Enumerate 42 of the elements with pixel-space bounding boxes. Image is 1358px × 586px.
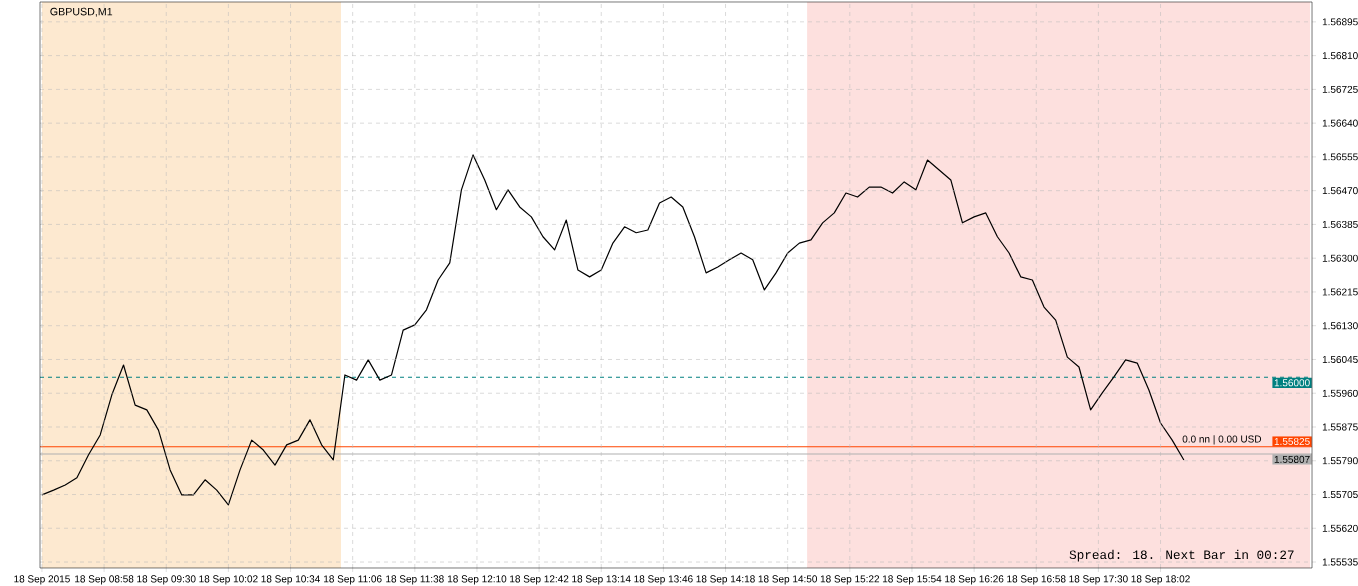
x-tick-label: 18 Sep 18:02 (1131, 575, 1190, 585)
annotation: Spread: 18. Next Bar in 00:27 (1069, 549, 1294, 562)
y-tick-label: 1.56300 (1322, 254, 1358, 262)
x-tick-label: 18 Sep 11:38 (386, 575, 444, 585)
chart-title: GBPUSD,M1 (50, 7, 113, 17)
y-tick-label: 1.56725 (1322, 85, 1358, 93)
x-tick-label: 18 Sep 13:46 (634, 575, 693, 585)
x-tick-label: 18 Sep 12:42 (510, 575, 569, 585)
y-tick-label: 1.56385 (1322, 220, 1358, 228)
y-tick-label: 1.55790 (1322, 457, 1358, 465)
y-tick-label: 1.55705 (1322, 490, 1358, 499)
x-tick-label: 18 Sep 17:30 (1069, 575, 1128, 585)
x-tick-label: 18 Sep 16:58 (1007, 575, 1066, 585)
y-tick-label: 1.56215 (1322, 288, 1358, 296)
x-tick-label: 18 Sep 12:10 (447, 575, 507, 585)
annotation: 0.0 nn | 0.00 USD (1182, 435, 1262, 445)
x-tick-label: 18 Sep 08:58 (75, 575, 134, 585)
y-tick-label: 1.56130 (1322, 322, 1358, 330)
y-tick-label: 1.56810 (1322, 52, 1358, 60)
y-tick-label: 1.55535 (1322, 558, 1358, 566)
x-tick-label: 18 Sep 15:22 (820, 575, 880, 585)
y-tick-label: 1.56045 (1322, 355, 1358, 364)
ref-line-label: 1.55825 (1274, 437, 1310, 445)
y-tick-label: 1.56640 (1322, 119, 1358, 127)
x-tick-label: 18 Sep 10:34 (261, 575, 320, 585)
x-tick-label: 18 Sep 09:30 (137, 575, 196, 585)
y-tick-label: 1.56555 (1322, 153, 1358, 161)
x-tick-label: 18 Sep 13:14 (572, 575, 631, 585)
ref-line-label: 1.56000 (1274, 379, 1310, 387)
ref-line-label: 1.55807 (1274, 455, 1310, 463)
x-tick-label: 18 Sep 10:02 (199, 575, 258, 585)
y-tick-label: 1.56895 (1322, 18, 1358, 26)
x-tick-label: 18 Sep 2015 (14, 575, 70, 585)
y-tick-label: 1.55960 (1322, 389, 1358, 397)
x-tick-label: 18 Sep 14:18 (696, 575, 755, 585)
y-tick-label: 1.55875 (1322, 423, 1358, 431)
x-tick-label: 18 Sep 11:06 (324, 575, 382, 585)
y-tick-label: 1.56470 (1322, 187, 1358, 195)
y-tick-label: 1.55620 (1322, 524, 1358, 532)
x-tick-label: 18 Sep 15:54 (882, 575, 942, 585)
x-tick-label: 18 Sep 16:26 (945, 575, 1004, 585)
x-tick-label: 18 Sep 14:50 (758, 575, 818, 585)
